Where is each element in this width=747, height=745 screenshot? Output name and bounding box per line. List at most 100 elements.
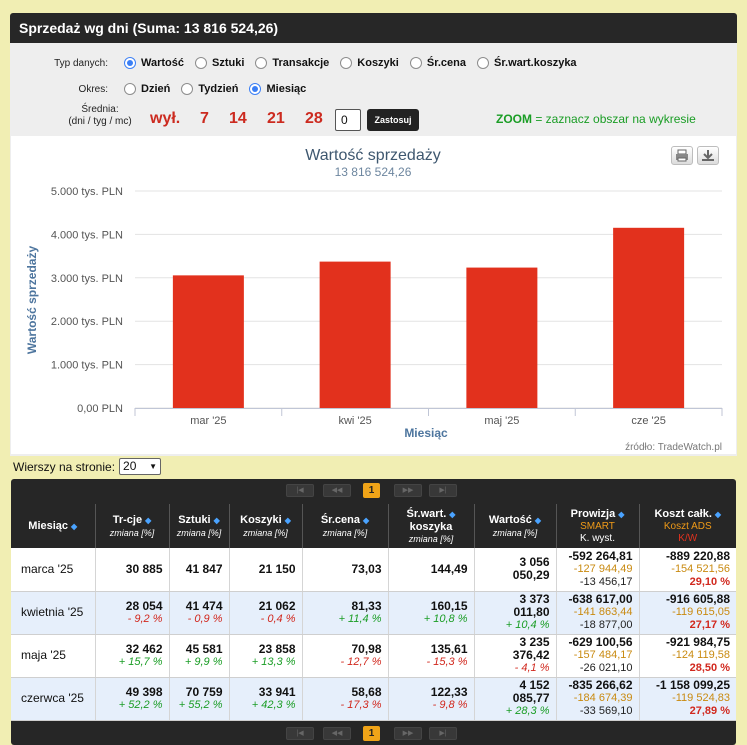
change-value: + 11,4 % xyxy=(338,612,382,625)
period-row: Okres: Dzień Tydzień Miesiąc xyxy=(10,79,737,99)
cell-baskets: 21 150 xyxy=(229,548,303,592)
radio-data-type-baskets[interactable]: Koszyki xyxy=(340,57,399,69)
radio-data-type-items[interactable]: Sztuki xyxy=(195,57,244,69)
rows-per-page: Wierszy na stronie: 20 ▼ xyxy=(13,458,162,475)
download-icon xyxy=(702,150,714,161)
average-14-link[interactable]: 14 xyxy=(229,110,247,127)
cell-avg_price: 58,68- 17,3 % xyxy=(302,677,389,721)
sort-icon[interactable]: ◆ xyxy=(618,509,625,519)
sort-icon[interactable]: ◆ xyxy=(284,515,291,525)
y-tick-label: 2.000 tys. PLN xyxy=(51,316,123,328)
change-value: + 10,4 % xyxy=(505,619,550,631)
cell-baskets: 21 062- 0,4 % xyxy=(229,591,303,635)
sort-icon[interactable]: ◆ xyxy=(449,509,456,519)
cell-avg_basket: 135,61- 15,3 % xyxy=(388,634,475,678)
average-off-link[interactable]: wył. xyxy=(150,110,181,127)
col-avg-basket[interactable]: Śr.wart. ◆ koszyka zmiana [%] xyxy=(388,504,475,548)
cell-avg_basket: 144,49 xyxy=(388,548,475,592)
radio-dot[interactable] xyxy=(477,57,489,69)
pager-top: |◀ ◀◀ 1 ▶▶ ▶| xyxy=(11,479,736,501)
x-tick-label: kwi '25 xyxy=(338,415,371,427)
current-page[interactable]: 1 xyxy=(363,726,380,741)
sort-icon[interactable]: ◆ xyxy=(534,515,542,525)
radio-data-type-transactions[interactable]: Transakcje xyxy=(255,57,329,69)
change-value: + 52,2 % xyxy=(118,698,163,711)
radio-period-month[interactable]: Miesiąc xyxy=(249,83,306,95)
col-transactions[interactable]: Tr-cje ◆ zmiana [%] xyxy=(95,504,170,548)
radio-dot[interactable] xyxy=(340,57,353,69)
download-chart-button[interactable] xyxy=(697,146,719,165)
period-label: Okres: xyxy=(78,83,108,95)
average-28-link[interactable]: 28 xyxy=(305,110,323,127)
first-page-icon[interactable]: |◀ xyxy=(286,484,314,497)
average-7-link[interactable]: 7 xyxy=(200,110,209,127)
cell-trans: 28 054- 9,2 % xyxy=(95,591,170,635)
col-month[interactable]: Miesiąc ◆ xyxy=(11,504,96,548)
cell-total-cost: -1 158 099,25 -119 524,83 27,89 % xyxy=(639,677,736,721)
radio-dot[interactable] xyxy=(255,57,268,69)
sales-chart[interactable]: 0,00 PLN 1.000 tys. PLN 2.000 tys. PLN 3.00… xyxy=(11,136,736,454)
radio-period-week[interactable]: Tydzień xyxy=(181,83,238,95)
radio-data-type-avg-basket[interactable]: Śr.wart.koszyka xyxy=(477,57,577,69)
col-commission[interactable]: Prowizja ◆ SMART K. wyst. xyxy=(556,504,640,548)
cell-total-cost: -921 984,75 -124 119,58 28,50 % xyxy=(639,634,736,678)
radio-dot[interactable] xyxy=(409,57,422,69)
radio-dot[interactable] xyxy=(249,83,262,95)
change-value: - 15,3 % xyxy=(426,655,468,668)
col-items[interactable]: Sztuki ◆ zmiana [%] xyxy=(169,504,230,548)
cell-avg_basket: 122,33- 9,8 % xyxy=(388,677,475,721)
radio-dot[interactable] xyxy=(124,83,136,95)
x-tick-label: maj '25 xyxy=(484,415,519,427)
change-value: - 17,3 % xyxy=(340,698,382,711)
chart-svg[interactable]: 0,00 PLN 1.000 tys. PLN 2.000 tys. PLN 3.00… xyxy=(11,136,736,454)
last-page-icon[interactable]: ▶| xyxy=(429,727,457,740)
cell-value: 3 235 376,42- 4,1 % xyxy=(474,634,557,678)
cell-avg_basket: 160,15 + 10,8 % xyxy=(388,591,475,635)
chart-bar xyxy=(613,227,685,408)
printer-icon xyxy=(676,149,688,162)
col-baskets[interactable]: Koszyki ◆ zmiana [%] xyxy=(229,504,303,548)
last-page-icon[interactable]: ▶| xyxy=(429,484,457,497)
cell-items: 70 759 + 55,2 % xyxy=(169,677,230,721)
col-avg-price[interactable]: Śr.cena ◆ zmiana [%] xyxy=(302,504,389,548)
y-tick-label: 0,00 PLN xyxy=(77,403,123,415)
radio-data-type-value[interactable]: Wartość xyxy=(124,57,184,69)
col-value[interactable]: Wartość ◆ zmiana [%] xyxy=(474,504,557,548)
sort-icon[interactable]: ◆ xyxy=(145,515,152,525)
first-page-icon[interactable]: |◀ xyxy=(286,727,314,740)
sort-icon[interactable]: ◆ xyxy=(213,515,220,525)
cell-total-cost: -916 605,88 -119 615,05 27,17 % xyxy=(639,591,736,635)
prev-page-icon[interactable]: ◀◀ xyxy=(323,484,351,497)
radio-dot[interactable] xyxy=(181,83,194,95)
cell-month: czerwca '25 xyxy=(11,677,96,721)
sort-icon[interactable]: ◆ xyxy=(71,521,78,531)
y-tick-label: 4.000 tys. PLN xyxy=(51,229,123,241)
apply-button[interactable]: Zastosuj xyxy=(367,109,419,131)
cell-items: 45 581 + 9,9 % xyxy=(169,634,230,678)
radio-dot[interactable] xyxy=(195,57,207,69)
radio-period-day[interactable]: Dzień xyxy=(124,83,170,95)
col-total-cost[interactable]: Koszt całk. ◆ Koszt ADS K/W xyxy=(654,507,722,544)
change-value: - 9,2 % xyxy=(127,612,163,625)
average-21-link[interactable]: 21 xyxy=(267,110,285,127)
average-days-input[interactable]: 0 xyxy=(335,109,361,131)
cell-avg_price: 73,03 xyxy=(302,548,389,592)
change-value: + 42,3 % xyxy=(251,698,296,711)
table-row: czerwca '25 49 398 + 52,2 % 70 759 + 55,2 % 3… xyxy=(11,677,736,721)
sort-icon[interactable]: ◆ xyxy=(362,515,370,525)
data-type-row: Typ danych: Wartość Sztuki Transakcje Ko… xyxy=(10,53,737,73)
radio-dot[interactable] xyxy=(124,57,136,69)
print-chart-button[interactable] xyxy=(671,146,693,165)
change-value: - 4,1 % xyxy=(514,662,550,674)
next-page-icon[interactable]: ▶▶ xyxy=(394,484,422,497)
sort-icon[interactable]: ◆ xyxy=(714,509,722,519)
change-value: + 13,3 % xyxy=(251,655,296,668)
next-page-icon[interactable]: ▶▶ xyxy=(394,727,422,740)
prev-page-icon[interactable]: ◀◀ xyxy=(323,727,351,740)
rows-per-page-select[interactable]: 20 ▼ xyxy=(119,458,162,475)
current-page[interactable]: 1 xyxy=(363,483,380,498)
rows-per-page-label: Wierszy na stronie: xyxy=(13,459,116,474)
radio-data-type-avg-price[interactable]: Śr.cena xyxy=(409,57,466,69)
chart-bar xyxy=(466,267,538,408)
pager-bottom: |◀ ◀◀ 1 ▶▶ ▶| xyxy=(11,722,736,744)
